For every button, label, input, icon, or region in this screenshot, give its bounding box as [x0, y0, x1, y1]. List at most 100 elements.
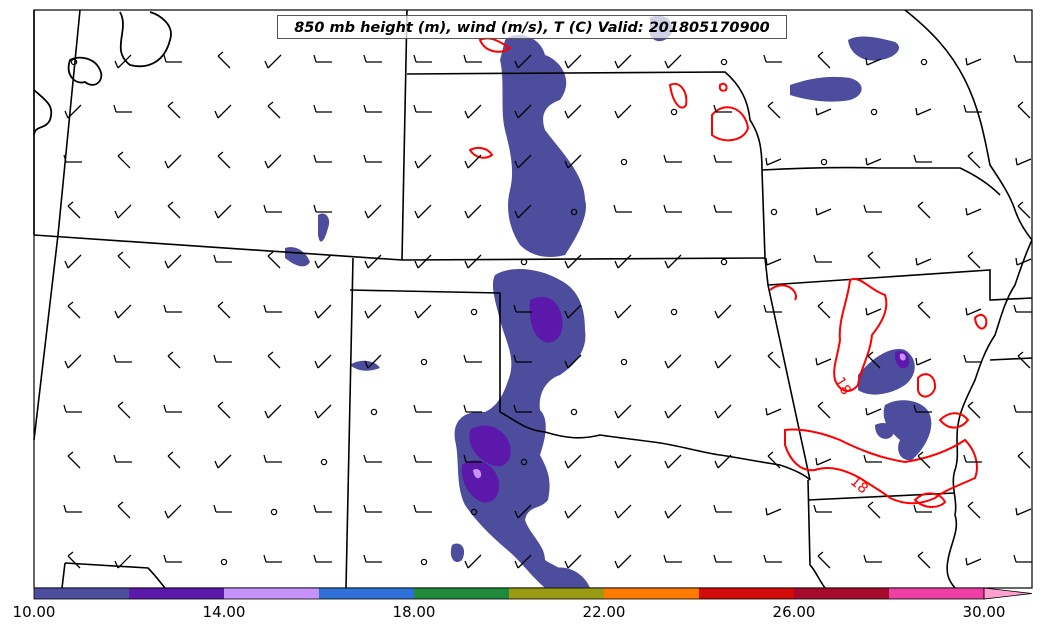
wind-barb	[763, 554, 782, 563]
jet-band-central	[454, 268, 590, 588]
wind-barb	[167, 451, 181, 469]
wind-barb	[313, 554, 332, 563]
wind-barb	[664, 404, 682, 419]
wind-barb	[1017, 201, 1031, 219]
wind-barb	[917, 301, 931, 319]
wind-barb	[64, 254, 82, 269]
wind-barb	[965, 557, 982, 566]
wind-barb	[414, 304, 432, 319]
wind-barb	[564, 254, 582, 269]
wind-barb	[513, 404, 532, 413]
border-mississippi-river	[946, 239, 1033, 589]
wind-barb	[314, 354, 332, 369]
border-nm-tx-south	[64, 562, 166, 589]
wind-barb	[267, 351, 281, 369]
wind-barb	[214, 204, 232, 219]
wind-barb	[117, 401, 131, 419]
colorbar-segment	[34, 588, 130, 599]
wind-barb	[663, 554, 682, 563]
wind-barb	[67, 551, 81, 569]
border-ms-river-north	[904, 9, 1033, 241]
border-red-river	[499, 411, 811, 481]
calm-wind-marker	[770, 208, 778, 216]
colorbar-tick-label: 22.00	[582, 603, 626, 621]
wind-barb	[815, 207, 832, 216]
wind-barb	[163, 54, 182, 63]
colorbar-tick-label: 18.00	[392, 603, 436, 621]
calm-wind-marker	[570, 408, 578, 416]
wind-barb	[64, 354, 82, 369]
border-co-north	[33, 234, 403, 261]
wind-barb	[863, 454, 882, 463]
border-ks-co	[401, 9, 408, 261]
wind-barb	[664, 454, 682, 469]
wind-barb	[67, 201, 81, 219]
wind-barb	[817, 51, 831, 69]
wind-barb	[664, 254, 682, 269]
wind-barb	[714, 454, 732, 469]
wind-barb	[114, 204, 132, 219]
wind-barb	[765, 157, 782, 166]
wind-barb	[865, 307, 882, 316]
wind-barb	[1013, 54, 1032, 63]
wind-barb	[564, 504, 582, 519]
border-ks-mo	[761, 169, 766, 259]
wind-barb	[363, 504, 382, 513]
wind-barb	[213, 504, 232, 513]
calm-wind-marker	[470, 308, 478, 316]
wind-barb	[817, 401, 831, 419]
colorbar-tick-label: 30.00	[962, 603, 1006, 621]
patch-south-1	[450, 543, 465, 563]
wind-barb	[314, 304, 332, 319]
wind-barb	[414, 204, 432, 219]
wind-barb	[614, 304, 632, 319]
wind-barb	[413, 404, 432, 413]
wind-barb	[867, 251, 881, 269]
wind-barb	[915, 357, 932, 366]
wind-barb	[865, 157, 882, 166]
wind-barb	[713, 104, 732, 113]
calm-wind-marker	[670, 308, 678, 316]
wind-barb	[63, 154, 82, 163]
wind-barb	[217, 401, 231, 419]
wind-barb	[614, 404, 632, 419]
colorbar-segment	[319, 588, 415, 599]
border-tx-panhandle-west	[349, 289, 501, 412]
patch-east-2	[883, 400, 932, 461]
wind-barb	[767, 101, 781, 119]
wind-barb	[815, 357, 832, 366]
temp-contour-east-south	[784, 428, 978, 505]
wind-barb	[313, 504, 332, 513]
wind-barb	[963, 354, 982, 363]
wind-barb	[967, 401, 981, 419]
calm-wind-marker	[920, 58, 928, 66]
calm-wind-marker	[570, 208, 578, 216]
wind-barb	[1015, 157, 1032, 166]
border-ks-ok	[401, 257, 766, 261]
wind-barb	[614, 554, 632, 569]
wind-barb	[114, 304, 132, 319]
wind-barb	[867, 351, 881, 369]
wind-barb	[913, 154, 932, 163]
colorbar-segment	[414, 588, 510, 599]
wind-barb	[917, 201, 931, 219]
wind-barb	[263, 454, 282, 463]
wind-barb	[363, 454, 382, 463]
wind-barb	[113, 454, 132, 463]
border-tx-east	[807, 479, 826, 589]
jet-core-3	[461, 460, 500, 503]
wind-barb	[917, 451, 931, 469]
wind-barb	[713, 554, 732, 563]
wind-barb	[614, 254, 632, 269]
wind-barb	[364, 304, 382, 319]
calm-wind-marker	[720, 258, 728, 266]
wind-barb	[564, 554, 582, 569]
wind-barb	[213, 354, 232, 363]
jet-core-1	[529, 296, 563, 343]
patch-west-1	[318, 213, 330, 242]
wind-barb	[1013, 304, 1032, 313]
wind-barb	[413, 504, 432, 513]
wind-barb	[364, 354, 382, 369]
calm-wind-marker	[820, 158, 828, 166]
